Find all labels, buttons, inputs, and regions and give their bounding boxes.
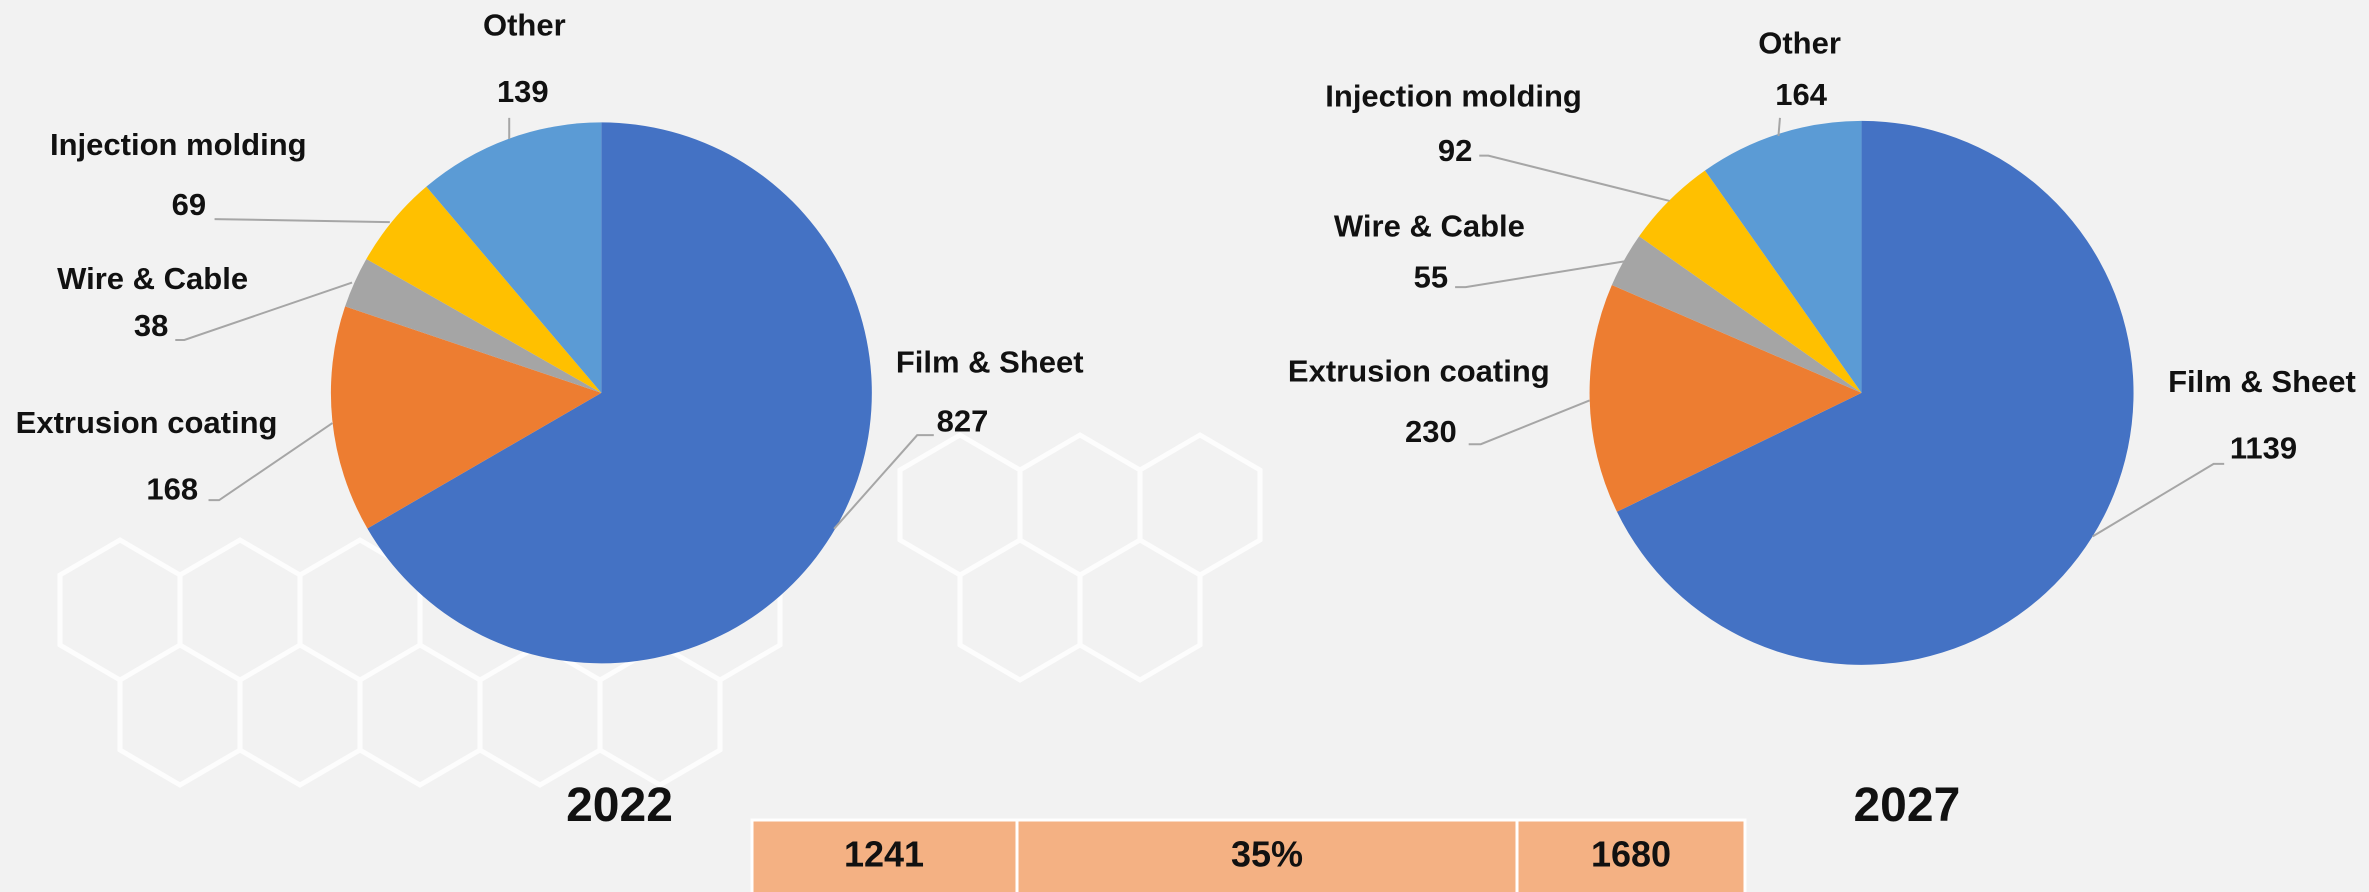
- chart-title: 2022: [566, 779, 673, 832]
- data-label: 164: [1775, 77, 1827, 112]
- pie-slice: [1704, 120, 1862, 393]
- pie-slice: [1616, 120, 2134, 665]
- category-label: Film & Sheet: [896, 344, 1084, 379]
- category-label: Other: [483, 7, 566, 42]
- summary-table: 1241 35% 1680: [750, 818, 1747, 892]
- pie-slice: [330, 306, 602, 529]
- leader-line: [1455, 260, 1625, 289]
- data-label: 1139: [2230, 430, 2297, 465]
- table-cell: [1015, 818, 1519, 892]
- leader-line: [175, 281, 353, 341]
- category-label: Injection molding: [1325, 78, 1582, 113]
- pie-slice: [426, 122, 602, 393]
- pie-slice: [1589, 285, 1862, 512]
- chart-title: 2027: [1853, 779, 1960, 832]
- table-cell: [1515, 818, 1747, 892]
- leader-line: [1479, 154, 1670, 202]
- table-text: 1241: [844, 834, 924, 875]
- pie-slice: [1611, 236, 1862, 393]
- data-label: 827: [937, 403, 989, 438]
- leader-line: [1468, 399, 1590, 446]
- leader-line: [208, 422, 333, 502]
- data-label: 55: [1414, 260, 1448, 295]
- category-label: Wire & Cable: [57, 261, 248, 296]
- category-label: Wire & Cable: [1334, 208, 1525, 243]
- data-label: 230: [1405, 414, 1457, 449]
- data-label: 139: [497, 74, 549, 109]
- leader-line: [1777, 117, 1781, 137]
- category-label: Extrusion coating: [1288, 353, 1550, 388]
- data-label: 92: [1438, 133, 1472, 168]
- pie-slice: [366, 186, 602, 393]
- data-label: 69: [172, 187, 206, 222]
- leader-line: [2092, 462, 2225, 538]
- category-label: Extrusion coating: [16, 405, 278, 440]
- data-label: 168: [146, 471, 198, 506]
- table-text: 35%: [1231, 834, 1303, 875]
- pie-slice: [345, 259, 602, 393]
- pie-slice: [367, 122, 872, 664]
- category-label: Film & Sheet: [2168, 364, 2356, 399]
- table-text: 1680: [1591, 834, 1671, 875]
- charts: Film & Sheet 827 Extrusion coating 168 Wire …: [16, 7, 2356, 832]
- pie-slice: [1639, 170, 1862, 393]
- data-label: 38: [134, 308, 168, 343]
- leader-line: [214, 218, 390, 224]
- category-label: Injection molding: [50, 127, 307, 162]
- leader-line: [833, 434, 934, 530]
- category-label: Other: [1758, 26, 1841, 61]
